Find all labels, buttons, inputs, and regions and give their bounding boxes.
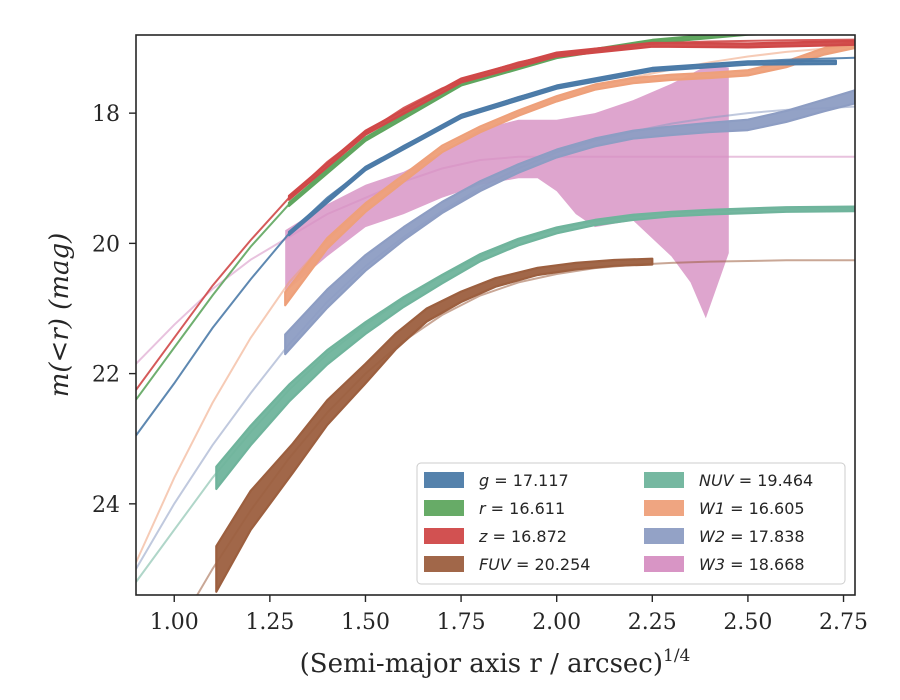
x-tick-label: 2.25 bbox=[628, 610, 677, 635]
legend-swatch-W3 bbox=[644, 556, 684, 572]
series-NUV bbox=[136, 205, 855, 583]
series-W3 bbox=[136, 64, 855, 365]
x-axis: 1.00 1.25 1.50 1.75 2.00 2.25 2.50 2.75 bbox=[150, 595, 868, 635]
band-W2 bbox=[284, 89, 855, 356]
legend-entry-W2: W2 = 17.838 bbox=[699, 527, 805, 546]
legend-swatch-FUV bbox=[424, 556, 464, 572]
y-tick-label: 20 bbox=[92, 232, 120, 257]
band-FUV bbox=[215, 257, 654, 593]
series-W2 bbox=[136, 89, 855, 570]
x-tick-label: 2.75 bbox=[819, 610, 868, 635]
legend-entry-W1: W1 = 16.605 bbox=[699, 499, 805, 518]
legend-entry-r: r = 16.611 bbox=[479, 499, 565, 518]
series-FUV bbox=[196, 257, 855, 595]
band-W1 bbox=[284, 40, 855, 307]
y-axis: 18 20 22 24 bbox=[92, 102, 136, 518]
x-tick-label: 1.75 bbox=[437, 610, 486, 635]
legend-swatch-W1 bbox=[644, 500, 684, 516]
legend-swatch-z bbox=[424, 528, 464, 544]
band-g bbox=[287, 59, 837, 237]
legend-swatch-W2 bbox=[644, 528, 684, 544]
y-tick-label: 18 bbox=[92, 102, 120, 127]
series-W1 bbox=[136, 40, 855, 563]
x-tick-label: 1.00 bbox=[150, 610, 199, 635]
band-z bbox=[287, 39, 855, 201]
y-tick-label: 22 bbox=[92, 363, 120, 388]
legend-entry-g: g = 17.117 bbox=[479, 471, 569, 490]
x-axis-title-exponent: 1/4 bbox=[663, 646, 690, 666]
x-tick-label: 2.00 bbox=[532, 610, 581, 635]
legend: g = 17.117 r = 16.611 z = 16.872 FUV = 20.2… bbox=[416, 462, 846, 585]
plot-frame bbox=[135, 34, 856, 596]
legend-swatch-NUV bbox=[644, 472, 684, 488]
x-axis-title: (Semi-major axis r / arcsec)1/4 bbox=[300, 646, 691, 679]
legend-swatch-g bbox=[424, 472, 464, 488]
legend-swatch-r bbox=[424, 500, 464, 516]
legend-entry-NUV: NUV = 19.464 bbox=[699, 471, 813, 490]
series-z bbox=[136, 38, 855, 391]
legend-entry-W3: W3 = 18.668 bbox=[699, 555, 805, 574]
y-axis-title: m(<r) (mag) bbox=[45, 233, 75, 398]
x-tick-label: 1.25 bbox=[245, 610, 294, 635]
x-tick-label: 2.50 bbox=[723, 610, 772, 635]
series-layer bbox=[136, 35, 855, 595]
series-g bbox=[136, 56, 855, 437]
legend-frame bbox=[416, 462, 846, 585]
x-tick-label: 1.50 bbox=[341, 610, 390, 635]
legend-entry-FUV: FUV = 20.254 bbox=[479, 555, 590, 574]
legend-entry-z: z = 16.872 bbox=[478, 527, 567, 546]
band-NUV bbox=[215, 205, 855, 490]
band-W3 bbox=[285, 64, 729, 319]
y-tick-label: 24 bbox=[92, 493, 120, 518]
